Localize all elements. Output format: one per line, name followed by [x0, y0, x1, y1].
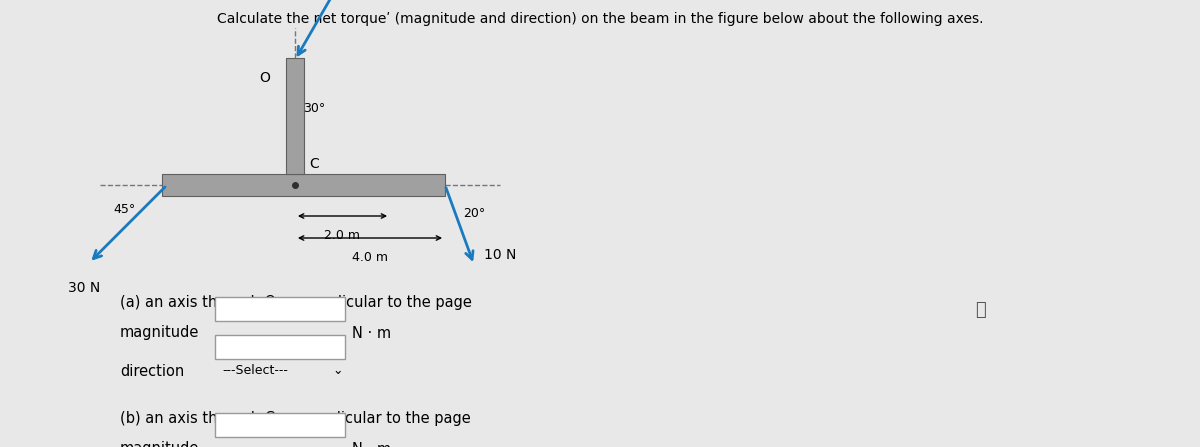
Text: magnitude: magnitude — [120, 325, 199, 341]
Bar — [215, 413, 346, 437]
Text: 2.0 m: 2.0 m — [324, 229, 360, 242]
Text: N · m: N · m — [352, 442, 391, 447]
Text: O: O — [259, 71, 270, 85]
Text: magnitude: magnitude — [120, 442, 199, 447]
Bar — [215, 297, 346, 321]
Text: C: C — [310, 157, 319, 171]
Bar — [162, 174, 445, 196]
Text: 45°: 45° — [114, 203, 136, 216]
Text: 20°: 20° — [463, 207, 485, 220]
Text: ⓘ: ⓘ — [974, 301, 985, 319]
Text: 30 N: 30 N — [68, 281, 101, 295]
Text: (a) an axis through O perpendicular to the page: (a) an axis through O perpendicular to t… — [120, 295, 472, 310]
Text: 4.0 m: 4.0 m — [352, 251, 388, 264]
Text: direction: direction — [120, 363, 185, 379]
Text: 10 N: 10 N — [484, 248, 516, 262]
Bar — [215, 335, 346, 359]
Text: (b) an axis through C perpendicular to the page: (b) an axis through C perpendicular to t… — [120, 411, 470, 426]
Text: ⌄: ⌄ — [332, 364, 343, 378]
Text: N · m: N · m — [352, 325, 391, 341]
Text: ---Select---: ---Select--- — [222, 364, 288, 378]
Text: 30°: 30° — [302, 101, 325, 114]
Bar — [286, 58, 304, 174]
Text: Calculate the net torqueʹ (magnitude and direction) on the beam in the figure be: Calculate the net torqueʹ (magnitude and… — [217, 12, 983, 26]
